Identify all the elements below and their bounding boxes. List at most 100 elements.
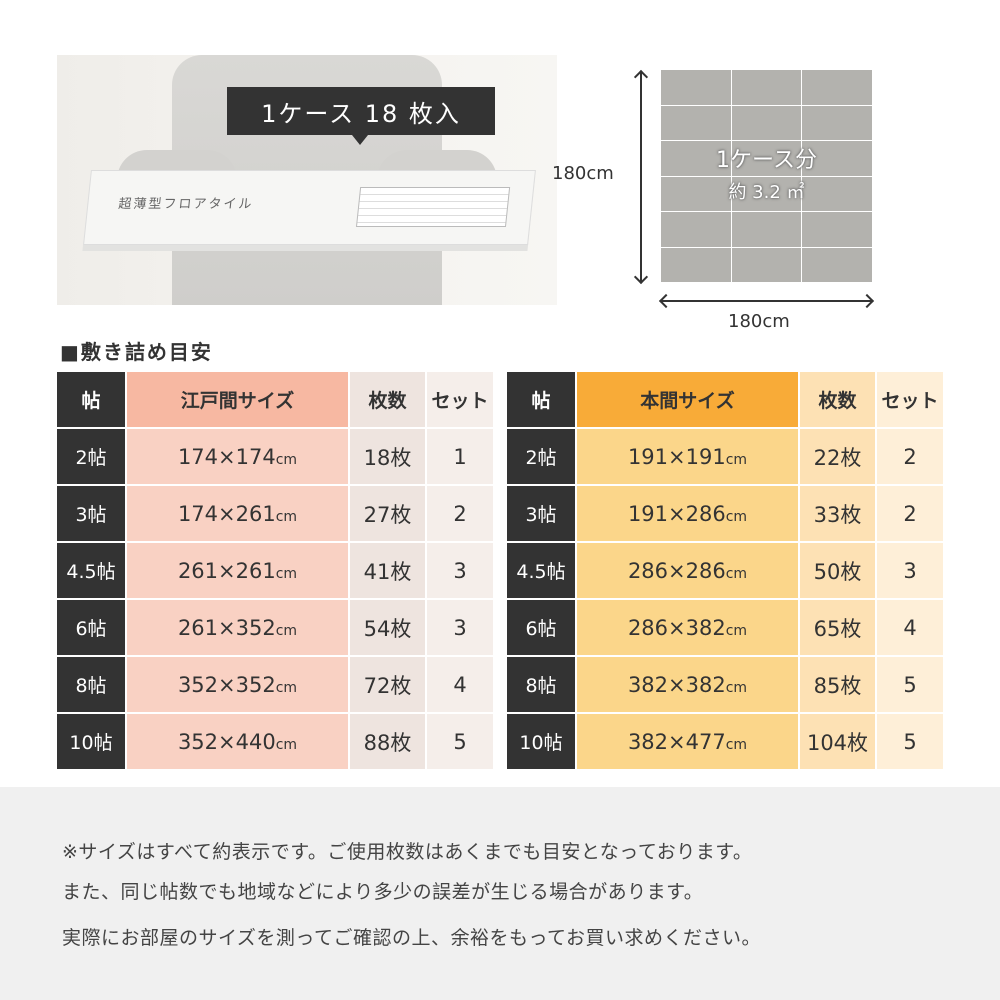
dimension-value: 352×352 bbox=[177, 672, 276, 697]
dimension-value: 286×286 bbox=[627, 558, 726, 583]
dimension-value: 191×191 bbox=[627, 444, 726, 469]
dimension-unit: cm bbox=[275, 622, 298, 639]
arrow-head-icon bbox=[633, 269, 649, 285]
honma-size-table: 帖本間サイズ 枚数 セット 2帖 191×191cm 22枚 2 3帖 191×286cm 33枚… bbox=[505, 370, 945, 771]
dimension-unit: cm bbox=[725, 451, 748, 468]
case-label: 1ケース分 bbox=[716, 148, 817, 173]
set-count-cell: 1 bbox=[427, 429, 493, 484]
arrow-head-icon bbox=[859, 293, 875, 309]
dimension-cell: 174×261cm bbox=[127, 486, 348, 541]
dimension-unit: cm bbox=[275, 451, 298, 468]
dimension-cell: 261×261cm bbox=[127, 543, 348, 598]
column-header: 枚数 bbox=[350, 372, 425, 427]
set-count-cell: 5 bbox=[877, 657, 943, 712]
table-row: 10帖 352×440cm 88枚 5 bbox=[57, 714, 493, 769]
height-label: 180cm bbox=[552, 163, 614, 184]
case-count-bubble: 1ケース 18 枚入 bbox=[227, 87, 495, 145]
room-size-cell: 10帖 bbox=[507, 714, 575, 769]
column-header: セット bbox=[877, 372, 943, 427]
column-header: 帖 bbox=[507, 372, 575, 427]
dimension-unit: cm bbox=[725, 565, 748, 582]
dimension-value: 174×261 bbox=[177, 501, 276, 526]
set-count-cell: 5 bbox=[427, 714, 493, 769]
set-count-cell: 3 bbox=[427, 543, 493, 598]
column-header: 本間サイズ bbox=[577, 372, 798, 427]
room-size-cell: 2帖 bbox=[507, 429, 575, 484]
table-row: 4.5帖 286×286cm 50枚 3 bbox=[507, 543, 943, 598]
tile-grid bbox=[660, 69, 873, 283]
dimension-value: 286×382 bbox=[627, 615, 726, 640]
dimension-cell: 286×286cm bbox=[577, 543, 798, 598]
width-arrow bbox=[661, 300, 872, 302]
table-row: 2帖 174×174cm 18枚 1 bbox=[57, 429, 493, 484]
table-row: 10帖 382×477cm 104枚 5 bbox=[507, 714, 943, 769]
column-header: 江戸間サイズ bbox=[127, 372, 348, 427]
dimension-value: 191×286 bbox=[627, 501, 726, 526]
tile-count-cell: 50枚 bbox=[800, 543, 875, 598]
edo-size-table: 帖江戸間サイズ 枚数 セット 2帖 174×174cm 18枚 1 3帖 174×261cm 27… bbox=[55, 370, 495, 771]
set-count-cell: 2 bbox=[877, 429, 943, 484]
column-header: 枚数 bbox=[800, 372, 875, 427]
table-row: 4.5帖 261×261cm 41枚 3 bbox=[57, 543, 493, 598]
dimension-cell: 191×286cm bbox=[577, 486, 798, 541]
table-row: 3帖 174×261cm 27枚 2 bbox=[57, 486, 493, 541]
dimension-cell: 261×352cm bbox=[127, 600, 348, 655]
tile-count-cell: 104枚 bbox=[800, 714, 875, 769]
section-title: ■敷き詰め目安 bbox=[60, 340, 213, 364]
room-size-cell: 3帖 bbox=[507, 486, 575, 541]
table-row: 6帖 261×352cm 54枚 3 bbox=[57, 600, 493, 655]
area-label: 約 3.2 ㎡ bbox=[728, 182, 805, 203]
note-line: また、同じ帖数でも地域などにより多少の誤差が生じる場合があります。 bbox=[62, 881, 704, 903]
tile-count-cell: 33枚 bbox=[800, 486, 875, 541]
dimension-unit: cm bbox=[275, 565, 298, 582]
room-size-cell: 3帖 bbox=[57, 486, 125, 541]
tile-count-cell: 85枚 bbox=[800, 657, 875, 712]
arrow-head-icon bbox=[633, 69, 649, 85]
set-count-cell: 4 bbox=[427, 657, 493, 712]
room-size-cell: 4.5帖 bbox=[507, 543, 575, 598]
dimension-cell: 382×382cm bbox=[577, 657, 798, 712]
set-count-cell: 2 bbox=[877, 486, 943, 541]
table-header: 帖江戸間サイズ 枚数 セット bbox=[57, 372, 493, 427]
dimension-cell: 191×191cm bbox=[577, 429, 798, 484]
room-size-cell: 6帖 bbox=[57, 600, 125, 655]
column-header: セット bbox=[427, 372, 493, 427]
table-row: 2帖 191×191cm 22枚 2 bbox=[507, 429, 943, 484]
room-size-cell: 6帖 bbox=[507, 600, 575, 655]
room-size-cell: 8帖 bbox=[507, 657, 575, 712]
room-size-cell: 4.5帖 bbox=[57, 543, 125, 598]
box-label: 超薄型フロアタイル bbox=[117, 197, 255, 212]
product-box: 超薄型フロアタイル bbox=[83, 170, 536, 245]
dimension-value: 261×352 bbox=[177, 615, 276, 640]
dimension-unit: cm bbox=[275, 679, 298, 696]
table-header: 帖本間サイズ 枚数 セット bbox=[507, 372, 943, 427]
tile-count-cell: 65枚 bbox=[800, 600, 875, 655]
set-count-cell: 4 bbox=[877, 600, 943, 655]
table-row: 8帖 352×352cm 72枚 4 bbox=[57, 657, 493, 712]
tile-count-cell: 54枚 bbox=[350, 600, 425, 655]
tile-count-cell: 27枚 bbox=[350, 486, 425, 541]
tile-count-cell: 72枚 bbox=[350, 657, 425, 712]
table-row: 3帖 191×286cm 33枚 2 bbox=[507, 486, 943, 541]
case-area-label: 1ケース分 約 3.2 ㎡ bbox=[661, 142, 872, 204]
dimension-value: 261×261 bbox=[177, 558, 276, 583]
dimension-unit: cm bbox=[725, 736, 748, 753]
set-count-cell: 5 bbox=[877, 714, 943, 769]
box-info-panel bbox=[355, 187, 511, 227]
note-line: ※サイズはすべて約表示です。ご使用枚数はあくまでも目安となっております。 bbox=[62, 841, 753, 863]
dimension-unit: cm bbox=[725, 679, 748, 696]
dimension-cell: 352×440cm bbox=[127, 714, 348, 769]
dimension-cell: 286×382cm bbox=[577, 600, 798, 655]
set-count-cell: 3 bbox=[877, 543, 943, 598]
room-size-cell: 8帖 bbox=[57, 657, 125, 712]
set-count-cell: 2 bbox=[427, 486, 493, 541]
width-label: 180cm bbox=[728, 311, 790, 332]
dimension-cell: 174×174cm bbox=[127, 429, 348, 484]
room-size-cell: 10帖 bbox=[57, 714, 125, 769]
dimension-unit: cm bbox=[725, 508, 748, 525]
dimension-unit: cm bbox=[725, 622, 748, 639]
dimension-cell: 352×352cm bbox=[127, 657, 348, 712]
tile-count-cell: 88枚 bbox=[350, 714, 425, 769]
tile-count-cell: 18枚 bbox=[350, 429, 425, 484]
dimension-value: 382×477 bbox=[627, 729, 726, 754]
